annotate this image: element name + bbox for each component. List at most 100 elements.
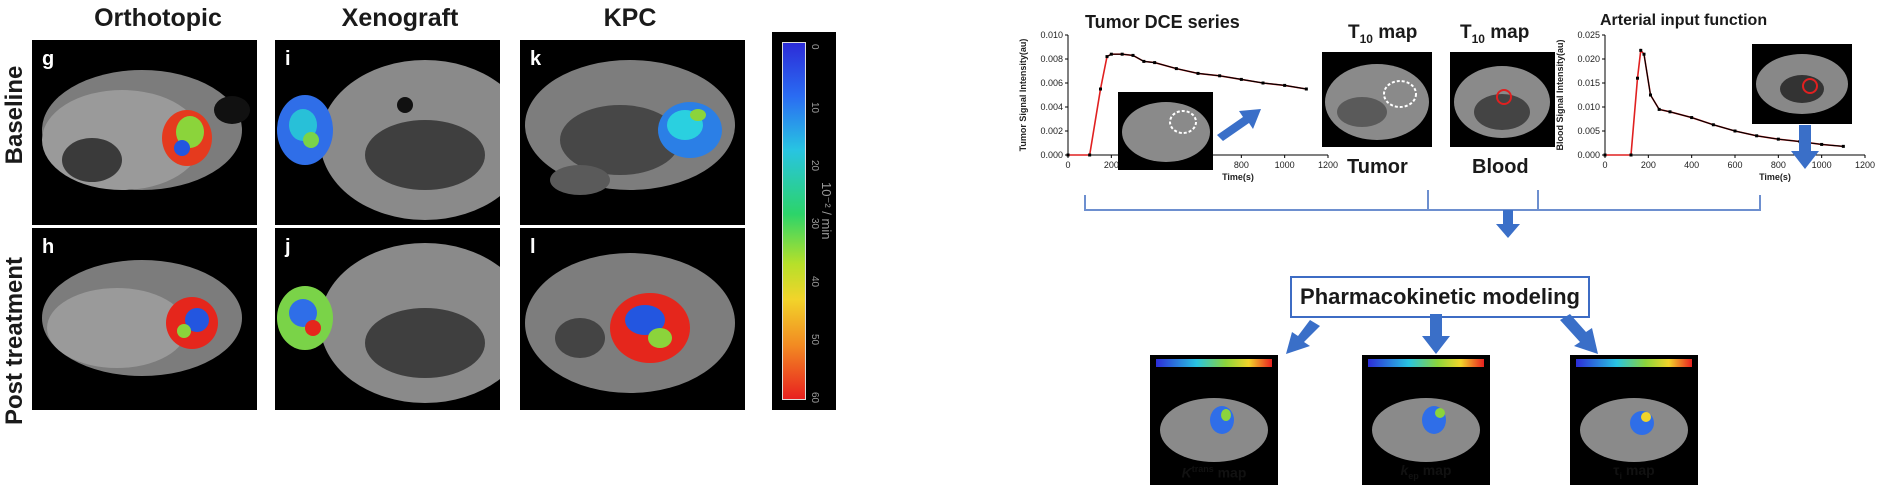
tumor-roi-thumbnail: [1118, 92, 1213, 170]
data-point: [1066, 153, 1070, 157]
x-tick-label: 1200: [1855, 160, 1875, 170]
data-point: [1218, 74, 1222, 78]
data-point: [1642, 52, 1646, 56]
panel-label-j: j: [285, 236, 291, 258]
data-point: [1120, 52, 1124, 56]
y-tick-label: 0.000: [1577, 150, 1600, 160]
aif-roi-thumbnail: [1752, 44, 1852, 124]
x-tick-label: 600: [1727, 160, 1742, 170]
data-point: [1690, 116, 1694, 120]
x-tick-label: 200: [1641, 160, 1656, 170]
kep-map-caption: kep map: [1400, 462, 1452, 481]
ktrans-map-image: Ktrans map: [1150, 355, 1278, 485]
pharmacokinetic-modeling-box: Pharmacokinetic modeling: [1290, 276, 1590, 318]
data-point: [1196, 71, 1200, 75]
x-tick-label: 0: [1602, 160, 1607, 170]
data-point: [1109, 52, 1113, 56]
panel-label-l: l: [530, 236, 536, 258]
t10-map-blood-image: [1450, 52, 1555, 147]
x-tick-label: 800: [1771, 160, 1786, 170]
x-tick-label: 1000: [1812, 160, 1832, 170]
y-tick-label: 0.010: [1040, 30, 1063, 40]
taui-map-image: τi map: [1570, 355, 1698, 485]
colorbar-tick: 0: [809, 44, 820, 50]
x-tick-label: 0: [1065, 160, 1070, 170]
x-axis-label: Time(s): [1759, 172, 1791, 182]
blood-label: Blood: [1472, 156, 1529, 178]
t10-map-title-tumor: T10 map: [1348, 22, 1418, 46]
y-tick-label: 0.000: [1040, 150, 1063, 160]
x-tick-label: 200: [1104, 160, 1119, 170]
t10-map-tumor-image: [1322, 52, 1432, 147]
x-tick-label: 1000: [1275, 160, 1295, 170]
data-point: [1261, 81, 1265, 85]
y-tick-label: 0.005: [1577, 126, 1600, 136]
panel-label-k: k: [530, 48, 542, 70]
y-tick-label: 0.010: [1577, 102, 1600, 112]
row-title-post-treatment: Post treatment: [1, 256, 28, 425]
panel-i: i: [275, 40, 500, 225]
y-tick-label: 0.006: [1040, 78, 1063, 88]
data-point: [1755, 134, 1759, 138]
x-tick-label: 1200: [1318, 160, 1338, 170]
data-point: [1649, 93, 1652, 97]
column-title-kpc: KPC: [603, 4, 657, 32]
colorbar-unit: 10⁻² / min: [819, 182, 834, 240]
data-point: [1657, 107, 1661, 111]
data-point: [1304, 87, 1308, 91]
y-tick-label: 0.020: [1577, 54, 1600, 64]
t10-map-title-blood: T10 map: [1460, 22, 1530, 46]
data-point: [1131, 53, 1135, 57]
y-axis-label: Blood Signal Intensity(au): [1555, 39, 1565, 150]
data-point: [1639, 48, 1643, 52]
panel-h: h: [32, 228, 257, 410]
panel-label-g: g: [42, 48, 55, 70]
colorbar: 0 10 20 30 40 50 60 10⁻² / min: [772, 32, 836, 410]
ktrans-map-caption: Ktrans map: [1181, 464, 1247, 481]
y-tick-label: 0.025: [1577, 30, 1600, 40]
kep-map-image: kep map: [1362, 355, 1490, 485]
data-point: [1636, 76, 1639, 80]
panel-label-i: i: [285, 48, 291, 70]
data-point: [1153, 61, 1157, 65]
data-point: [1841, 144, 1845, 148]
x-tick-label: 400: [1684, 160, 1699, 170]
aif-title: Arterial input function: [1600, 12, 1768, 29]
panel-j: j: [275, 228, 500, 410]
tumor-label: Tumor: [1347, 156, 1408, 178]
data-point: [1603, 153, 1607, 157]
y-tick-label: 0.004: [1040, 102, 1063, 112]
data-point: [1105, 55, 1109, 59]
colorbar-gradient: [782, 42, 806, 400]
data-point: [1142, 59, 1146, 63]
panel-k: k: [520, 40, 745, 225]
x-tick-label: 800: [1234, 160, 1249, 170]
panel-label-h: h: [42, 236, 55, 258]
y-tick-label: 0.002: [1040, 126, 1063, 136]
taui-map-caption: τi map: [1613, 462, 1655, 481]
data-point: [1239, 77, 1243, 81]
data-point: [1174, 67, 1178, 71]
data-point: [1820, 142, 1824, 146]
colorbar-tick: 40: [809, 276, 820, 288]
connector-lines: [1084, 190, 1761, 238]
y-axis-label: Tumor Signal Intensity(au): [1018, 39, 1028, 152]
data-point: [1776, 137, 1780, 141]
data-point: [1283, 83, 1287, 87]
data-point: [1629, 153, 1633, 157]
data-point: [1668, 110, 1672, 114]
colorbar-tick: 60: [809, 392, 820, 404]
column-title-xenograft: Xenograft: [341, 4, 459, 32]
data-point: [1099, 87, 1102, 91]
colorbar-tick: 20: [809, 160, 820, 172]
panel-g: g: [32, 40, 257, 225]
row-title-baseline: Baseline: [1, 65, 28, 165]
tumor-dce-chart: 0.0000.0020.0040.0060.0080.0100200400600…: [1018, 30, 1338, 182]
arrow-right-icon: [1217, 109, 1261, 141]
data-point: [1711, 123, 1715, 127]
colorbar-tick: 50: [809, 334, 820, 346]
model-arrows: [1286, 314, 1598, 354]
y-tick-label: 0.015: [1577, 78, 1600, 88]
x-axis-label: Time(s): [1222, 172, 1254, 182]
data-point: [1088, 153, 1092, 157]
